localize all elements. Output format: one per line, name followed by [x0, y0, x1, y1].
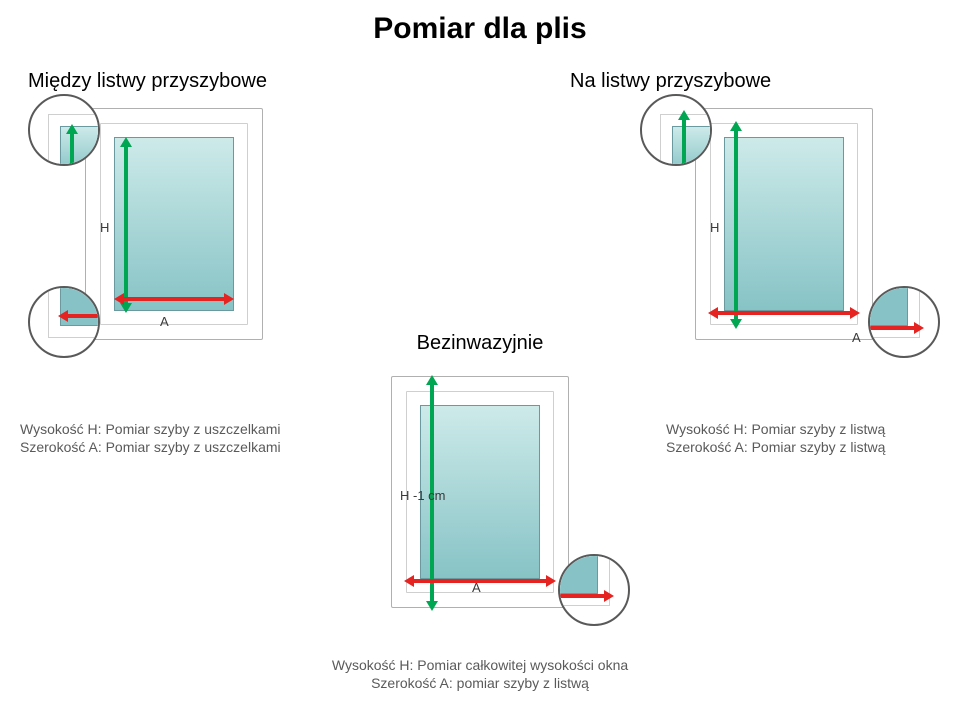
caption-right: Wysokość H: Pomiar szyby z listwą Szerok… [666, 420, 885, 456]
arrow-a-right [716, 311, 852, 315]
label-h-left: H [100, 220, 109, 235]
detail-left-bottom [28, 286, 100, 358]
caption-right-line2: Szerokość A: Pomiar szyby z listwą [666, 439, 885, 455]
label-a-right: A [852, 330, 861, 345]
page-title: Pomiar dla plis [373, 12, 586, 46]
arrow-h-left [124, 145, 128, 305]
detail-right-top [640, 94, 712, 166]
window-left [85, 108, 263, 340]
label-a-center: A [472, 580, 481, 595]
caption-left: Wysokość H: Pomiar szyby z uszczelkami S… [20, 420, 281, 456]
detail-center-bottom [558, 554, 630, 626]
subtitle-left: Między listwy przyszybowe [28, 70, 267, 93]
subtitle-right: Na listwy przyszybowe [570, 70, 771, 93]
detail-right-bottom [868, 286, 940, 358]
detail-left-top [28, 94, 100, 166]
label-a-left: A [160, 314, 169, 329]
label-h-right: H [710, 220, 719, 235]
caption-bottom-line1: Wysokość H: Pomiar całkowitej wysokości … [332, 657, 628, 673]
caption-right-line1: Wysokość H: Pomiar szyby z listwą [666, 421, 885, 437]
label-h-center: H -1 cm [400, 488, 446, 503]
glass-right [724, 137, 844, 311]
caption-bottom: Wysokość H: Pomiar całkowitej wysokości … [332, 656, 628, 692]
arrow-h-right [734, 129, 738, 321]
subtitle-center: Bezinwazyjnie [417, 332, 544, 355]
caption-left-line1: Wysokość H: Pomiar szyby z uszczelkami [20, 421, 280, 437]
window-right [695, 108, 873, 340]
glass-left [114, 137, 234, 311]
arrow-a-left [122, 297, 226, 301]
caption-left-line2: Szerokość A: Pomiar szyby z uszczelkami [20, 439, 281, 455]
caption-bottom-line2: Szerokość A: pomiar szyby z listwą [371, 675, 589, 691]
